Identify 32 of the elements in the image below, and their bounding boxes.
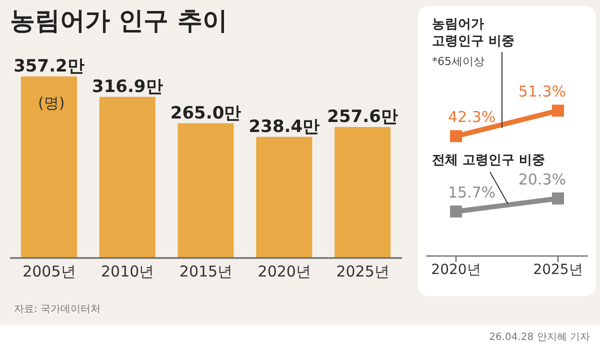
data-label: 265.0만 (170, 103, 242, 124)
point (450, 206, 462, 218)
data-label: 257.6만 (327, 107, 398, 128)
data-label: 51.3% (518, 82, 566, 101)
x-tick-label: 2020년 (431, 262, 481, 278)
bar (178, 123, 234, 258)
x-tick-label: 2010년 (101, 262, 154, 281)
series-label: 전체 고령인구 비중 (432, 152, 546, 169)
text: 자료: 국가데이터처 (14, 303, 101, 316)
data-label: 15.7% (448, 184, 496, 202)
data-label: 316.9만 (92, 76, 163, 97)
point (450, 130, 462, 142)
data-label: 42.3% (448, 108, 496, 126)
data-label: 20.3% (518, 170, 566, 188)
data-label: 357.2만 (14, 56, 84, 76)
point (552, 192, 564, 204)
x-tick-label: 2025년 (533, 262, 583, 278)
text: 26.04.28 안지혜 기자 (488, 331, 590, 344)
chart-title: 농림어가 인구 추이 (10, 5, 228, 37)
x-tick-label: 2020년 (258, 262, 311, 281)
text: 농림어가 고령인구 비중 (432, 16, 516, 50)
bar (256, 136, 312, 258)
x-tick-label: 2015년 (179, 262, 233, 281)
x-tick-label: 2005년 (22, 262, 76, 281)
bar (20, 76, 77, 258)
point (552, 104, 564, 117)
annotation: (명) (38, 94, 65, 113)
data-label: 238.4만 (248, 116, 320, 137)
bar (334, 127, 391, 258)
text: *65세이상 (432, 54, 484, 69)
x-tick-label: 2025년 (336, 262, 390, 281)
bar (99, 96, 156, 258)
